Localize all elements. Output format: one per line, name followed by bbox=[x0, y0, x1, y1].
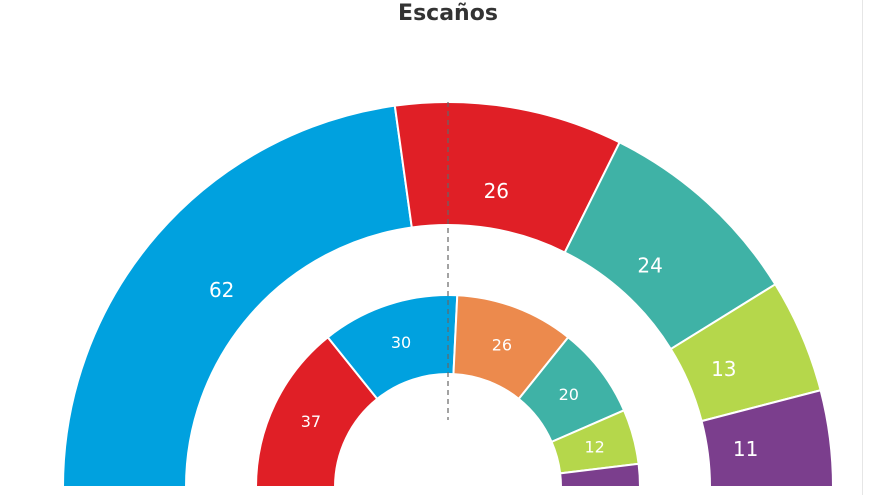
inner-slice-label-3: 20 bbox=[559, 385, 579, 404]
outer-slice-4 bbox=[700, 389, 835, 488]
outer-slice-label-2: 24 bbox=[637, 253, 662, 277]
outer-slice-label-4: 11 bbox=[733, 437, 758, 461]
inner-slice-label-2: 26 bbox=[492, 335, 512, 354]
inner-slice-5 bbox=[559, 462, 642, 488]
inner-slice-label-0: 37 bbox=[301, 412, 321, 431]
outer-ring: 62 26 24 13 11 bbox=[61, 101, 835, 488]
outer-slice-0 bbox=[61, 104, 413, 488]
chart-title: Escaños bbox=[398, 1, 498, 26]
outer-slice-label-0: 62 bbox=[209, 278, 234, 302]
outer-slice-label-1: 26 bbox=[484, 179, 509, 203]
outer-slice-label-3: 13 bbox=[711, 357, 736, 381]
inner-slice-label-4: 12 bbox=[584, 438, 604, 457]
inner-slice-label-1: 30 bbox=[391, 333, 411, 352]
panel-divider bbox=[862, 0, 863, 495]
inner-ring: 37 30 26 20 12 bbox=[254, 294, 642, 488]
